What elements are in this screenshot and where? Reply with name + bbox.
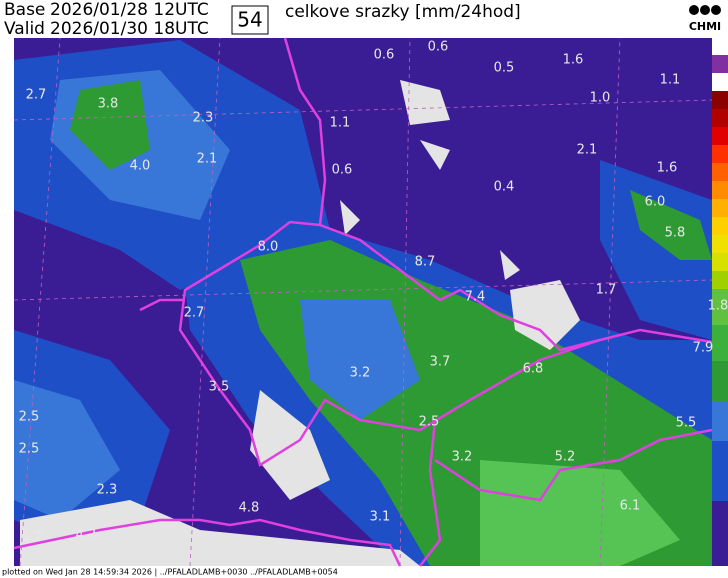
map-label: 3.1 [370,510,391,525]
map-label: 2.1 [577,143,598,158]
map-label: 2.7 [26,88,47,103]
map-label: 1.1 [330,116,351,131]
logo: CHMI [689,20,721,33]
logo-mark [689,5,699,15]
step: 54 [237,8,262,32]
map-label: 6.1 [620,499,641,514]
map-label: 3.8 [98,97,119,112]
map-label: 1.6 [563,53,584,68]
map-label: 2.3 [193,111,214,126]
map-label: 0.6 [332,163,353,178]
map-label: 3.7 [430,355,451,370]
map-label: 4.0 [130,159,151,174]
map-label: 0.4 [494,180,515,195]
logo-mark [711,5,721,15]
map-label: 8.0 [258,240,279,255]
map-label: 2.5 [19,410,40,425]
map-label: 1.0 [590,91,611,106]
map-label: 8.7 [415,255,436,270]
header: Base 2026/01/28 12UTC Valid 2026/01/30 1… [4,0,721,39]
map-label: 2.7 [184,306,205,321]
map-label: 0.6 [428,40,449,55]
valid-time: 2026/01/30 18UTC [50,19,209,39]
map-label: 5.5 [676,416,697,431]
map-label: 2.3 [97,483,118,498]
footer: plotted on Wed Jan 28 14:59:34 2026 | ..… [2,568,338,577]
map-label: 2.5 [19,442,40,457]
map [13,37,713,567]
map-labels: 2.7 3.8 2.3 2.1 4.0 0.6 0.6 0.5 1.6 1.1 1.0 1.1 0.6 2… [19,40,728,545]
map-label: 6.0 [645,195,666,210]
map-label: 7.9 [693,341,714,356]
map-label: 0.6 [374,48,395,63]
color-scale [712,55,728,566]
map-label: 4.2 [76,528,97,543]
map-label: 3.2 [350,366,371,381]
map-label: 4.8 [239,501,260,516]
map-label: 2.1 [197,152,218,167]
step-box [231,5,269,35]
logo-mark [700,5,710,15]
title: celkove srazky [mm/24hod] [285,2,521,22]
base-time: 2026/01/28 12UTC [50,0,209,20]
map-label: 3.2 [452,450,473,465]
map-label: 5.2 [555,450,576,465]
map-label: 2.5 [419,415,440,430]
map-label: 3.5 [209,380,230,395]
map-label: 6.8 [523,362,544,377]
valid-label: Valid [4,19,45,39]
map-label: 7.4 [465,290,486,305]
map-label: 5.2 [22,530,43,545]
map-label: 1.7 [596,283,617,298]
map-label: 0.5 [494,61,515,76]
map-label: 1.6 [657,161,678,176]
map-label: 5.8 [665,226,686,241]
base-label: Base [4,0,45,20]
map-label: 1.1 [660,73,681,88]
map-label: 1.8 [708,299,728,314]
